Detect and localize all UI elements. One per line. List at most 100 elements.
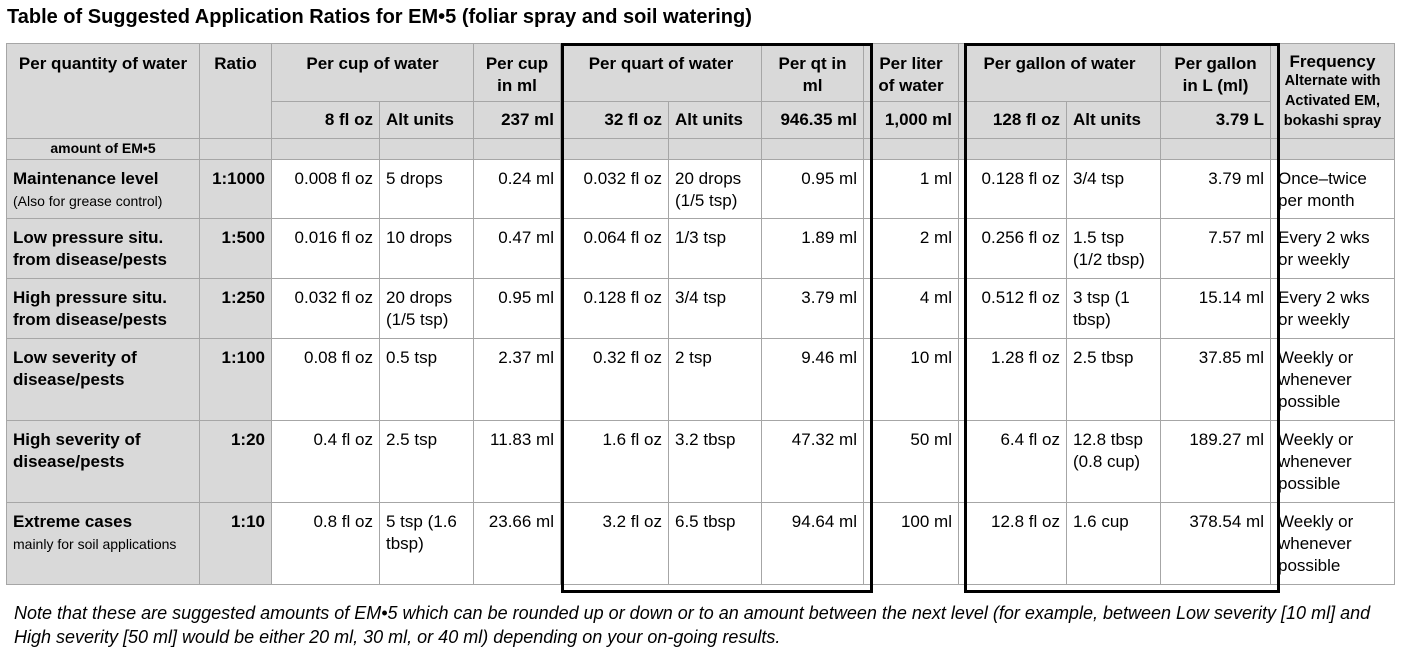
quart-alt-cell: 2 tsp — [668, 338, 762, 421]
frequency-cell: Every 2 wks or weekly — [1270, 218, 1395, 279]
subheader-cup-alt: Alt units — [379, 101, 474, 139]
header-per-liter: Per liter of water — [863, 43, 959, 102]
gallon-floz-cell: 0.256 fl oz — [958, 218, 1067, 279]
cup-ml-cell: 0.47 ml — [473, 218, 561, 279]
row-label-cell: Maintenance level (Also for grease contro… — [6, 159, 200, 219]
cup-ml-cell: 11.83 ml — [473, 420, 561, 503]
cup-floz-cell: 0.032 fl oz — [271, 278, 380, 339]
quart-alt-cell: 6.5 tbsp — [668, 502, 762, 585]
ratio-cell: 1:10 — [199, 502, 272, 585]
row-sublabel: mainly for soil applications — [13, 536, 177, 552]
gallon-floz-cell: 12.8 fl oz — [958, 502, 1067, 585]
gallon-alt-cell: 1.6 cup — [1066, 502, 1161, 585]
subheader-quart-alt: Alt units — [668, 101, 762, 139]
row-label: Extreme cases — [13, 512, 133, 531]
quart-alt-cell: 3/4 tsp — [668, 278, 762, 339]
liter-cell: 100 ml — [863, 502, 959, 585]
gallon-l-cell: 378.54 ml — [1160, 502, 1271, 585]
cup-floz-cell: 0.4 fl oz — [271, 420, 380, 503]
frequency-cell: Once–twice per month — [1270, 159, 1395, 219]
ratio-cell: 1:250 — [199, 278, 272, 339]
gallon-l-cell: 15.14 ml — [1160, 278, 1271, 339]
liter-cell: 4 ml — [863, 278, 959, 339]
header-ratio: Ratio — [199, 43, 272, 139]
cup-ml-cell: 0.24 ml — [473, 159, 561, 219]
ratio-cell: 1:100 — [199, 338, 272, 421]
qt-ml-cell: 9.46 ml — [761, 338, 864, 421]
row-label-cell: High pressure situ. from disease/pests — [6, 278, 200, 339]
quart-alt-cell: 1/3 tsp — [668, 218, 762, 279]
qt-ml-cell: 1.89 ml — [761, 218, 864, 279]
quart-floz-cell: 3.2 fl oz — [560, 502, 669, 585]
page-title: Table of Suggested Application Ratios fo… — [7, 6, 752, 28]
quart-floz-cell: 0.128 fl oz — [560, 278, 669, 339]
amount-row: amount of EM•5 — [6, 138, 1395, 160]
liter-cell: 2 ml — [863, 218, 959, 279]
cup-alt-cell: 2.5 tsp — [379, 420, 474, 503]
header-per-gallon: Per gallon of water — [958, 43, 1161, 102]
table-row: Extreme cases mainly for soil application… — [6, 502, 1395, 585]
quart-floz-cell: 0.32 fl oz — [560, 338, 669, 421]
row-label: High severity of disease/pests — [13, 430, 141, 471]
quart-alt-cell: 3.2 tbsp — [668, 420, 762, 503]
gallon-alt-cell: 3/4 tsp — [1066, 159, 1161, 219]
header-row: Per quantity of water Ratio Per cup of w… — [6, 43, 1395, 139]
cup-floz-cell: 0.008 fl oz — [271, 159, 380, 219]
quart-floz-cell: 1.6 fl oz — [560, 420, 669, 503]
gallon-floz-cell: 1.28 fl oz — [958, 338, 1067, 421]
subheader-row: 8 fl oz Alt units 237 ml 32 fl oz Alt un… — [7, 101, 1395, 139]
subheader-liter-ml: 1,000 ml — [863, 101, 959, 139]
gallon-floz-cell: 0.512 fl oz — [958, 278, 1067, 339]
header-frequency: Frequency Alternate with Activated EM, b… — [1270, 43, 1395, 139]
frequency-cell: Weekly or whenever possible — [1270, 338, 1395, 421]
gallon-floz-cell: 6.4 fl oz — [958, 420, 1067, 503]
quart-floz-cell: 0.032 fl oz — [560, 159, 669, 219]
cup-alt-cell: 5 drops — [379, 159, 474, 219]
gallon-alt-cell: 2.5 tbsp — [1066, 338, 1161, 421]
quart-floz-cell: 0.064 fl oz — [560, 218, 669, 279]
gallon-alt-cell: 1.5 tsp (1/2 tbsp) — [1066, 218, 1161, 279]
subheader-cup-ml: 237 ml — [473, 101, 561, 139]
frequency-cell: Weekly or whenever possible — [1270, 502, 1395, 585]
subheader-gallon-alt: Alt units — [1066, 101, 1161, 139]
cup-ml-cell: 2.37 ml — [473, 338, 561, 421]
header-per-quart: Per quart of water — [560, 43, 762, 102]
subheader-quart-ml: 946.35 ml — [761, 101, 864, 139]
liter-cell: 1 ml — [863, 159, 959, 219]
cup-alt-cell: 20 drops (1/5 tsp) — [379, 278, 474, 339]
subheader-cup-floz: 8 fl oz — [271, 101, 380, 139]
header-per-quantity: Per quantity of water — [6, 43, 200, 139]
subheader-quart-floz: 32 fl oz — [560, 101, 669, 139]
qt-ml-cell: 0.95 ml — [761, 159, 864, 219]
quart-alt-cell: 20 drops (1/5 tsp) — [668, 159, 762, 219]
footnote: Note that these are suggested amounts of… — [14, 603, 1371, 647]
qt-ml-cell: 47.32 ml — [761, 420, 864, 503]
header-frequency-title: Frequency — [1289, 52, 1376, 71]
row-label: Low pressure situ. from disease/pests — [13, 228, 168, 269]
table-row: High pressure situ. from disease/pests 1:… — [6, 278, 1395, 339]
row-label-cell: Low severity of disease/pests — [6, 338, 200, 421]
cup-floz-cell: 0.016 fl oz — [271, 218, 380, 279]
header-frequency-sub: Alternate with Activated EM, bokashi spr… — [1283, 73, 1382, 129]
row-label: High pressure situ. from disease/pests — [13, 288, 168, 329]
table-row: Low pressure situ. from disease/pests 1:5… — [6, 218, 1395, 279]
frequency-cell: Weekly or whenever possible — [1270, 420, 1395, 503]
cup-floz-cell: 0.08 fl oz — [271, 338, 380, 421]
gallon-alt-cell: 12.8 tbsp (0.8 cup) — [1066, 420, 1161, 503]
ratio-table: Per quantity of water Ratio Per cup of w… — [6, 43, 1395, 585]
row-label: Low severity of disease/pests — [13, 348, 137, 389]
gallon-l-cell: 3.79 ml — [1160, 159, 1271, 219]
gallon-alt-cell: 3 tsp (1 tbsp) — [1066, 278, 1161, 339]
subheader-gallon-l: 3.79 L — [1160, 101, 1271, 139]
cup-alt-cell: 10 drops — [379, 218, 474, 279]
liter-cell: 10 ml — [863, 338, 959, 421]
row-sublabel: (Also for grease control) — [13, 193, 163, 209]
header-per-cup-ml: Per cup in ml — [473, 43, 561, 102]
cup-alt-cell: 5 tsp (1.6 tbsp) — [379, 502, 474, 585]
ratio-cell: 1:500 — [199, 218, 272, 279]
gallon-l-cell: 189.27 ml — [1160, 420, 1271, 503]
row-label: Maintenance level — [13, 169, 159, 188]
ratio-cell: 1:20 — [199, 420, 272, 503]
ratio-cell: 1:1000 — [199, 159, 272, 219]
cup-alt-cell: 0.5 tsp — [379, 338, 474, 421]
